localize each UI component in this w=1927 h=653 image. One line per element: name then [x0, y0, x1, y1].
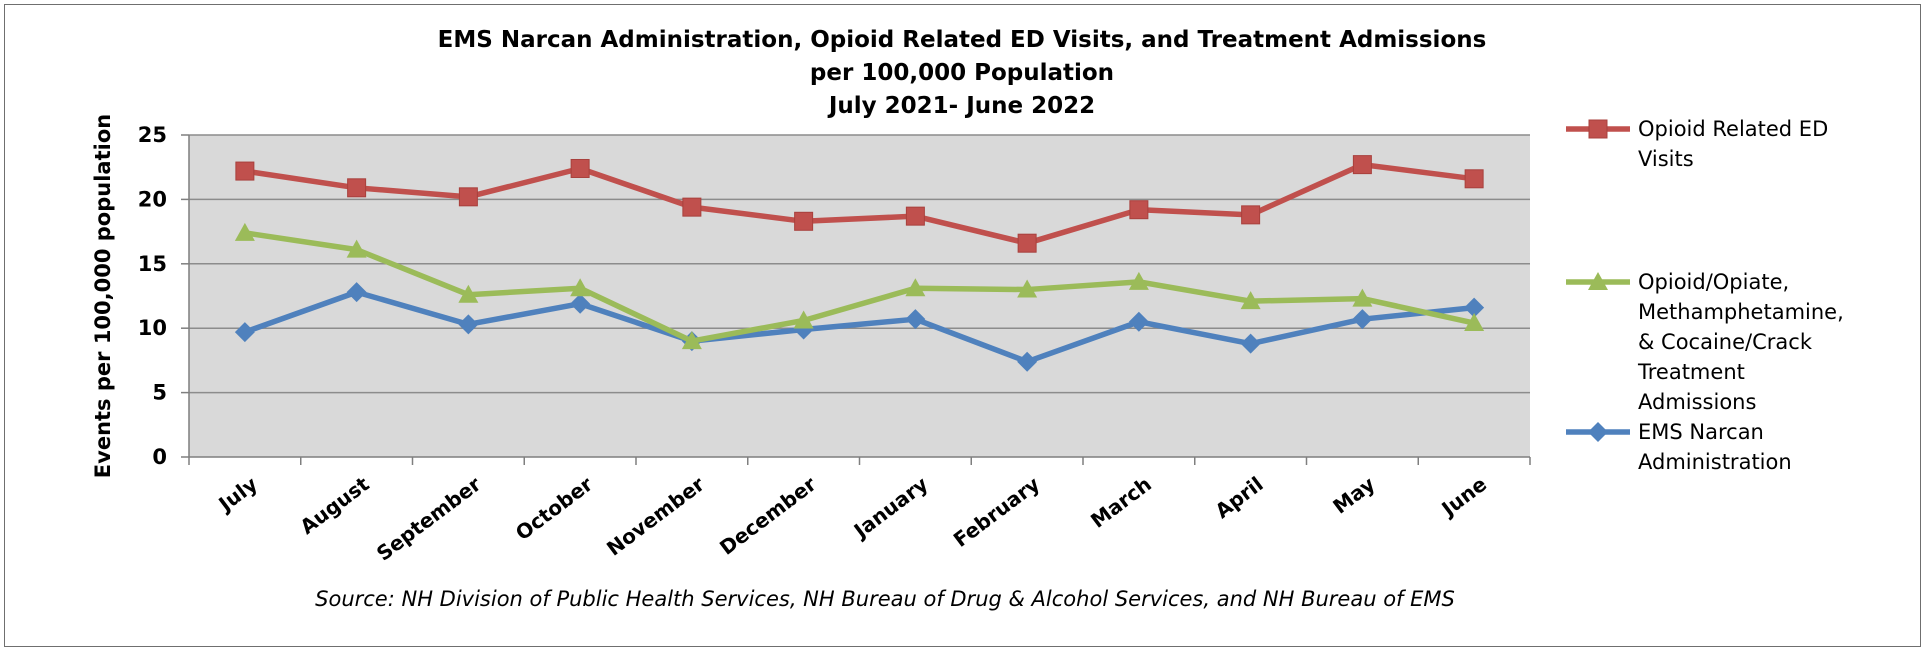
legend-item: EMS Narcan Administration — [1566, 420, 1792, 474]
x-tick-label: February — [949, 472, 1044, 552]
data-series — [234, 155, 1485, 372]
data-point — [794, 211, 814, 231]
data-point — [570, 158, 590, 178]
x-tick-label: October — [511, 472, 597, 545]
source-note: Source: NH Division of Public Health Ser… — [315, 587, 1455, 611]
legend-item: Opioid Related ED Visits — [1566, 117, 1828, 171]
y-tick-label: 20 — [138, 187, 167, 211]
data-point — [234, 322, 255, 343]
legend-label: Visits — [1638, 147, 1694, 171]
legend-label: Admissions — [1638, 390, 1756, 414]
legend-marker — [1588, 272, 1608, 290]
y-tick-label: 25 — [138, 123, 167, 147]
series-line — [243, 289, 1475, 365]
y-tick-label: 5 — [152, 381, 167, 405]
chart-title-line-3: July 2021- June 2022 — [827, 93, 1095, 119]
data-point — [793, 310, 814, 329]
y-tick-label: 10 — [138, 316, 167, 340]
x-tick-label: December — [715, 472, 821, 560]
legend-label: Methamphetamine, — [1638, 300, 1844, 324]
chart-title-line-2: per 100,000 Population — [810, 60, 1114, 86]
data-point — [1017, 233, 1037, 253]
gridlines — [189, 134, 1530, 394]
data-point — [1129, 200, 1149, 220]
data-point — [905, 309, 926, 330]
data-point — [1240, 291, 1261, 310]
x-tick-label: January — [848, 472, 933, 544]
data-point — [458, 314, 479, 335]
data-point — [1241, 205, 1261, 225]
y-tick-label: 0 — [152, 445, 167, 469]
data-point — [1128, 271, 1149, 290]
data-point — [681, 331, 702, 350]
x-tick-label: May — [1328, 472, 1379, 519]
x-tick-label: April — [1211, 472, 1268, 523]
legend-label: Treatment — [1637, 360, 1745, 384]
data-point — [458, 284, 479, 303]
data-point — [234, 222, 255, 241]
x-tick-label: March — [1086, 472, 1156, 533]
legend-marker — [1588, 119, 1608, 139]
x-tick-label: June — [1436, 472, 1492, 522]
series-square — [235, 155, 1484, 253]
data-point — [1017, 279, 1038, 298]
data-point — [1464, 169, 1484, 189]
x-tick-label: August — [295, 472, 373, 539]
legend-marker — [1588, 422, 1608, 442]
data-point — [347, 178, 367, 198]
y-tick-label: 15 — [138, 252, 167, 276]
data-point — [905, 206, 925, 226]
data-point — [346, 282, 367, 303]
data-point — [1352, 155, 1372, 175]
data-point — [1017, 351, 1038, 372]
data-point — [1464, 313, 1485, 332]
y-axis-ticks: 0 5 10 15 20 25 — [138, 123, 189, 469]
data-point — [1128, 311, 1149, 332]
legend-item: Opioid/Opiate, Methamphetamine, & Cocaine/… — [1566, 270, 1844, 414]
data-point — [1352, 309, 1373, 330]
x-tick-label: July — [213, 472, 262, 517]
data-point — [1240, 333, 1261, 354]
data-point — [1464, 297, 1485, 318]
y-axis-label: Events per 100,000 population — [91, 114, 115, 478]
data-point — [682, 197, 702, 217]
legend-label: Administration — [1638, 450, 1792, 474]
data-point — [570, 278, 591, 297]
series-triangle — [234, 222, 1485, 350]
x-tick-label: November — [602, 472, 709, 561]
data-point — [458, 187, 478, 207]
x-tick-label: September — [372, 472, 486, 566]
legend-label: Opioid Related ED — [1638, 117, 1828, 141]
legend-label: Opioid/Opiate, — [1638, 270, 1789, 294]
legend: Opioid Related ED Visits Opioid/Opiate, Met… — [1566, 117, 1844, 474]
data-point — [1352, 288, 1373, 307]
legend-label: EMS Narcan — [1638, 420, 1764, 444]
data-point — [346, 239, 367, 258]
legend-label: & Cocaine/Crack — [1638, 330, 1813, 354]
chart-title-line-1: EMS Narcan Administration, Opioid Relate… — [438, 27, 1487, 53]
data-point — [235, 161, 255, 181]
chart-title: EMS Narcan Administration, Opioid Relate… — [438, 27, 1487, 119]
series-line — [244, 161, 1475, 246]
series-line — [244, 230, 1475, 344]
data-point — [905, 278, 926, 297]
data-point — [570, 293, 591, 314]
plot-area — [189, 135, 1530, 457]
series-diamond — [234, 282, 1485, 372]
